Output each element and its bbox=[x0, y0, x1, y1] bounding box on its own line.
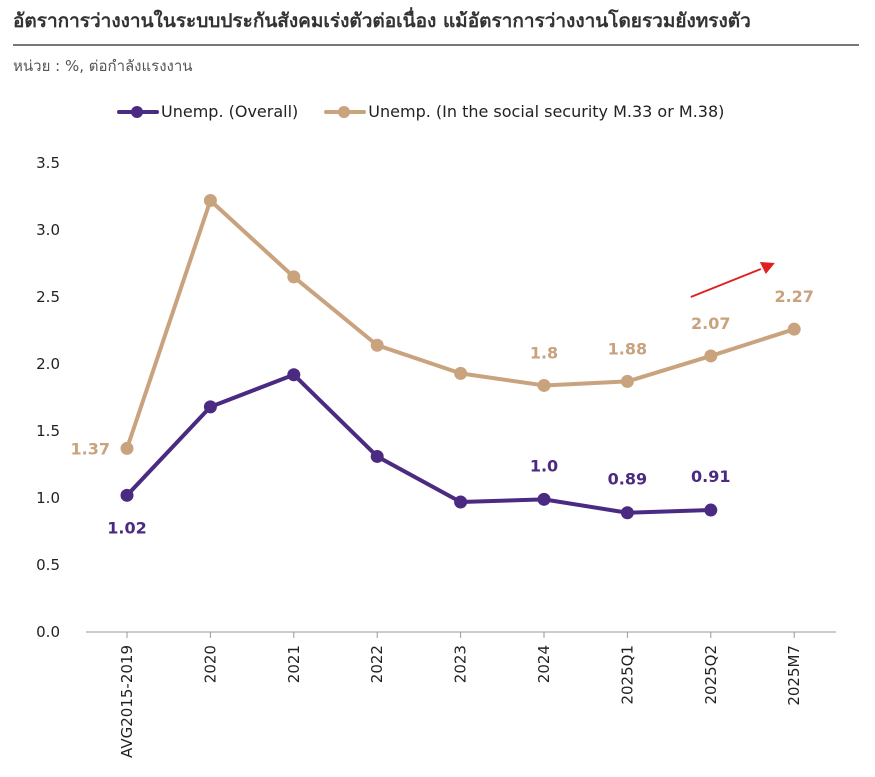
data-point-overall bbox=[203, 400, 217, 414]
data-point-social-security bbox=[620, 374, 634, 388]
data-label-overall: 1.0 bbox=[530, 456, 558, 475]
x-tick-label: 2025Q1 bbox=[618, 645, 636, 705]
y-tick-label: 0.0 bbox=[36, 623, 60, 641]
y-tick-label: 3.5 bbox=[36, 154, 60, 172]
chart-subtitle: หน่วย : %, ต่อกำลังแรงงาน bbox=[13, 57, 193, 75]
data-label-overall: 0.89 bbox=[608, 470, 647, 489]
x-tick-label: AVG2015-2019 bbox=[118, 645, 136, 758]
data-label-social-security: 1.88 bbox=[608, 339, 647, 358]
data-point-overall bbox=[370, 449, 384, 463]
data-point-social-security bbox=[120, 441, 134, 455]
x-tick-label: 2020 bbox=[201, 645, 219, 683]
data-point-overall bbox=[620, 506, 634, 520]
data-label-overall: 0.91 bbox=[691, 467, 730, 486]
x-tick-label: 2025M7 bbox=[785, 645, 803, 706]
y-tick-label: 2.0 bbox=[36, 355, 60, 373]
data-point-overall bbox=[120, 488, 134, 502]
legend-swatch-social-security bbox=[324, 103, 367, 121]
x-tick-label: 2021 bbox=[285, 645, 303, 683]
data-point-social-security bbox=[370, 338, 384, 352]
legend-item-social-security: Unemp. (In the social security M.33 or M… bbox=[324, 102, 724, 121]
data-point-social-security bbox=[203, 194, 217, 208]
data-point-overall bbox=[537, 492, 551, 506]
data-point-social-security bbox=[537, 378, 551, 392]
legend-label-overall: Unemp. (Overall) bbox=[161, 102, 299, 121]
data-point-overall bbox=[704, 503, 718, 517]
y-tick-label: 1.5 bbox=[36, 422, 60, 440]
data-label-social-security: 1.8 bbox=[530, 343, 558, 362]
y-tick-label: 3.0 bbox=[36, 221, 60, 239]
y-tick-label: 1.0 bbox=[36, 489, 60, 507]
data-label-social-security: 2.07 bbox=[691, 314, 730, 333]
legend-label-social-security: Unemp. (In the social security M.33 or M… bbox=[368, 102, 725, 121]
legend-item-overall: Unemp. (Overall) bbox=[117, 102, 298, 121]
data-label-social-security: 1.37 bbox=[71, 439, 110, 458]
data-point-social-security bbox=[287, 270, 301, 284]
x-tick-label: 2024 bbox=[535, 645, 553, 683]
trend-arrow-line bbox=[690, 268, 762, 298]
x-tick-label: 2025Q2 bbox=[702, 645, 720, 705]
x-tick-label: 2023 bbox=[452, 645, 470, 683]
data-point-overall bbox=[287, 368, 301, 382]
data-label-social-security: 2.27 bbox=[774, 287, 813, 306]
title-divider bbox=[13, 44, 859, 46]
data-point-overall bbox=[454, 495, 468, 509]
trend-arrow-head bbox=[759, 262, 775, 274]
legend-swatch-overall bbox=[117, 103, 159, 121]
data-label-overall: 1.02 bbox=[107, 518, 146, 537]
data-point-social-security bbox=[787, 322, 801, 336]
x-tick-label: 2022 bbox=[368, 645, 386, 683]
y-tick-label: 2.5 bbox=[36, 288, 60, 306]
legend: Unemp. (Overall) Unemp. (In the social s… bbox=[117, 102, 750, 121]
data-point-social-security bbox=[704, 349, 718, 363]
chart-title: อัตราการว่างงานในระบบประกันสังคมเร่งตัวต… bbox=[13, 10, 751, 32]
data-point-social-security bbox=[454, 366, 468, 380]
series-line-overall bbox=[125, 372, 713, 515]
y-tick-label: 0.5 bbox=[36, 556, 60, 574]
